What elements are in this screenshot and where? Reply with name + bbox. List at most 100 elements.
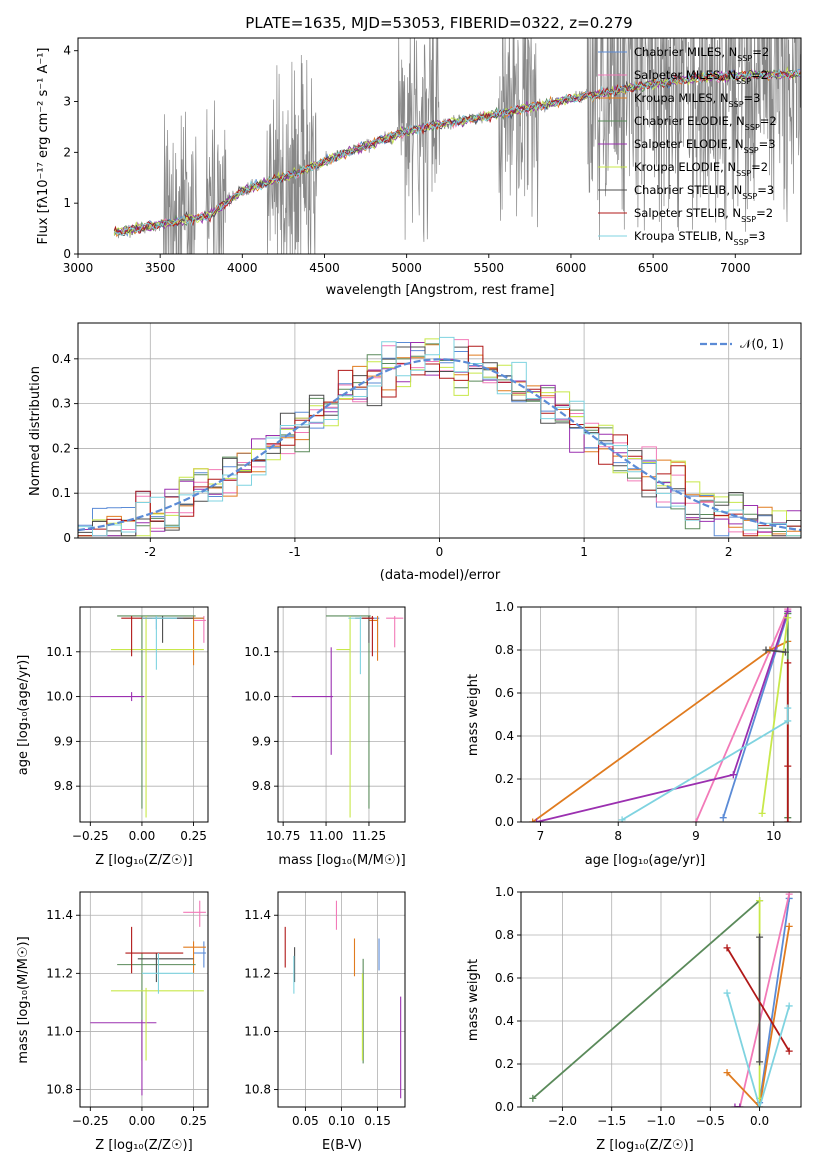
mass-weight-marker — [784, 818, 792, 822]
y-tick-label: 11.0 — [244, 1024, 271, 1038]
errorbar-point — [183, 900, 206, 927]
y-tick-label: 10.8 — [46, 1083, 73, 1097]
y-tick-label: 11.2 — [244, 966, 271, 980]
y-tick-label: 0.4 — [495, 729, 514, 743]
y-tick-label: 11.4 — [46, 908, 73, 922]
plot-area — [529, 607, 792, 822]
plot-area — [90, 900, 206, 1096]
y-tick-label: 10.8 — [244, 1083, 271, 1097]
mass-weight-marker — [784, 659, 792, 667]
legend-label: Chabrier MILES, NSSP=2 — [634, 45, 769, 63]
legend-label: Chabrier STELIB, NSSP=3 — [634, 183, 774, 201]
mass-vs-metallicity-panel: −0.25 0.00 0.25 10.8 11.0 11.2 11.4 — [46, 891, 209, 1128]
y-tick-label: 0.6 — [495, 971, 514, 985]
x-tick-label: 0.10 — [328, 1114, 355, 1128]
age-vs-mass-panel: 10.75 11.00 11.25 9.8 9.9 10.0 10.1 — [244, 606, 406, 843]
plot-area — [284, 900, 402, 1099]
errorbar-point — [141, 953, 194, 994]
normal-distribution-curve — [78, 358, 801, 532]
x-tick-label: 8 — [614, 829, 622, 843]
x-tick-label: 10 — [766, 829, 781, 843]
x-tick-label: 11.25 — [352, 829, 386, 843]
plot-area — [113, 38, 801, 254]
plot-area — [529, 892, 793, 1107]
y-tick-label: 0.4 — [52, 352, 71, 366]
residuals-xlabel: (data-model)/error — [380, 568, 501, 583]
y-tick-label: 1.0 — [495, 600, 514, 614]
mass-weight-marker — [723, 1069, 731, 1077]
mass-weight-series-line — [758, 898, 791, 1103]
axes: −0.25 0.00 0.25 10.8 11.0 11.2 11.4 — [46, 891, 209, 1128]
y-tick-label: 0.4 — [495, 1014, 514, 1028]
y-tick-label: 0.1 — [52, 486, 71, 500]
x-tick-label: 6500 — [638, 261, 669, 275]
y-tick-label: 0.2 — [52, 441, 71, 455]
mass-weight-marker — [756, 933, 764, 941]
errorbar-point — [110, 987, 204, 1061]
x-tick-label: −0.25 — [72, 829, 109, 843]
errorbar-point — [141, 615, 178, 670]
errorbar-point — [90, 1019, 157, 1096]
mass-weight-marker — [784, 717, 792, 725]
mass-weight-series-line — [726, 947, 790, 1052]
mass-weight-marker — [784, 704, 792, 712]
axes-frame — [79, 891, 209, 1108]
y-tick-label: 1.0 — [495, 885, 514, 899]
x-tick-label: 1 — [580, 545, 588, 559]
mw-vs-z-ylabel: mass weight — [466, 959, 481, 1041]
mass-weight-marker — [533, 818, 541, 822]
x-tick-label: 2 — [725, 545, 733, 559]
mass-weight-marker — [785, 1002, 793, 1010]
x-tick-label: 6000 — [556, 261, 587, 275]
y-tick-label: 2 — [63, 145, 71, 159]
x-tick-label: −1.0 — [646, 1114, 675, 1128]
axes-frame — [520, 606, 802, 823]
age-vs-z-xlabel: Z [log₁₀(Z/Z☉)] — [95, 853, 192, 868]
mass-weight-marker — [756, 1058, 764, 1066]
x-tick-label: 0.05 — [292, 1114, 319, 1128]
y-tick-label: 11.4 — [244, 908, 271, 922]
x-tick-label: 0.00 — [129, 1114, 156, 1128]
axes: 7 8 9 10 0.0 0.2 0.4 0.6 0.8 1.0 — [495, 600, 802, 843]
residual-histogram — [78, 336, 801, 537]
y-tick-label: 0 — [63, 531, 71, 545]
x-tick-label: 11.00 — [309, 829, 343, 843]
y-tick-label: 0.8 — [495, 643, 514, 657]
legend-label: Salpeter STELIB, NSSP=2 — [634, 206, 773, 224]
mw-vs-age-ylabel: mass weight — [466, 674, 481, 756]
mass-weight-marker — [736, 1103, 744, 1107]
mass-weight-marker — [758, 809, 766, 817]
mass-weight-marker — [731, 1103, 739, 1107]
legend-label: Kroupa STELIB, NSSP=3 — [634, 229, 765, 247]
x-tick-label: 7 — [537, 829, 545, 843]
x-tick-label: 0 — [436, 545, 444, 559]
mass-weight-marker — [785, 922, 793, 930]
legend-label: Salpeter ELODIE, NSSP=3 — [634, 137, 776, 155]
y-tick-label: 4 — [63, 44, 71, 58]
errorbar-point — [90, 692, 144, 702]
y-tick-label: 10.1 — [46, 645, 73, 659]
mass-weight-marker — [729, 771, 737, 779]
y-tick-label: 9.9 — [54, 734, 73, 748]
errorbar-point — [291, 647, 333, 755]
axes: 3000 3500 4000 4500 5000 5500 6000 6500 7000 0 1 2 3… — [63, 37, 802, 275]
y-tick-label: 1 — [63, 196, 71, 210]
residuals-legend: 𝒩(0, 1) — [700, 337, 784, 351]
y-tick-label: 11.2 — [46, 966, 73, 980]
mass-weight-marker — [785, 892, 793, 898]
mw-vs-age-xlabel: age [log₁₀(age/yr)] — [585, 853, 706, 868]
mass-vs-ebv-panel: 0.05 0.10 0.15 10.8 11.0 11.2 11.4 — [244, 891, 406, 1128]
mass-weight-series-line — [761, 617, 789, 814]
residuals-ylabel: Normed distribution — [28, 366, 43, 496]
y-tick-label: 0.0 — [495, 1100, 514, 1114]
x-tick-label: −2.0 — [548, 1114, 577, 1128]
errorbar-point — [193, 615, 206, 643]
mass-vs-z-ylabel: mass [log₁₀(M/M☉)] — [16, 936, 31, 1063]
axes: −0.25 0.00 0.25 9.8 9.9 10.0 10.1 — [46, 606, 209, 843]
mass-weight-marker — [529, 1094, 537, 1102]
mass-weight-series-line — [739, 893, 791, 1107]
y-tick-label: 0.8 — [495, 928, 514, 942]
axes: 0.05 0.10 0.15 10.8 11.0 11.2 11.4 — [244, 891, 406, 1128]
errorbar-point — [368, 615, 379, 661]
